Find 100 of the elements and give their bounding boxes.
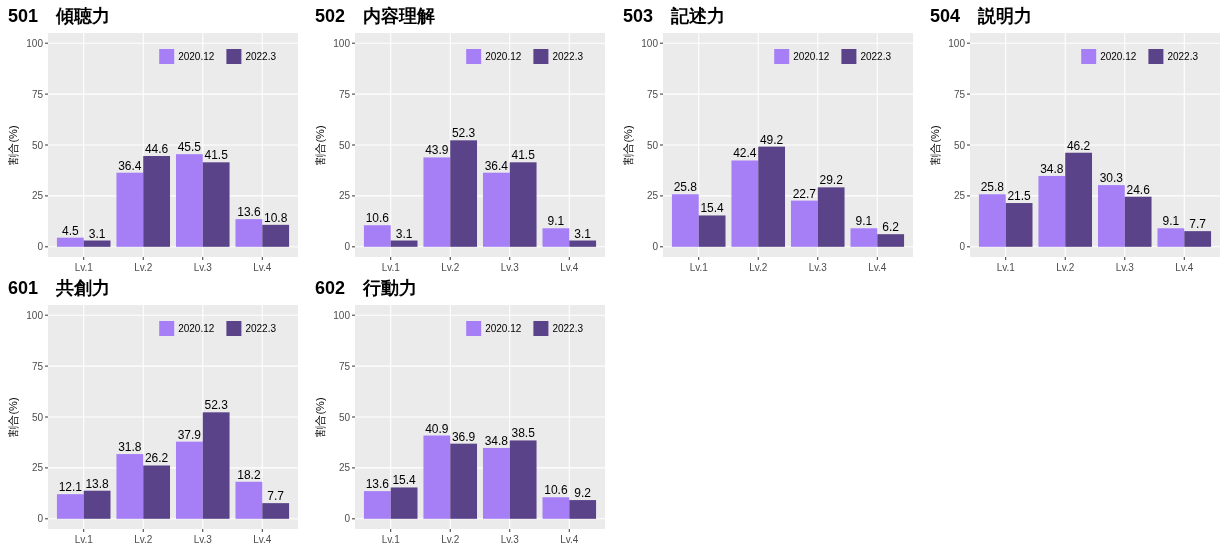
data-label: 10.8 [264, 210, 288, 225]
data-label: 21.5 [1007, 189, 1031, 204]
x-tick-label: Lv.4 [253, 534, 272, 545]
bar [364, 491, 391, 519]
y-axis-title: 割合(%) [621, 125, 634, 165]
x-tick-label: Lv.1 [381, 262, 401, 273]
data-label: 38.5 [511, 426, 536, 441]
legend-label: 2022.3 [245, 51, 277, 62]
bar [1124, 196, 1152, 247]
y-tick-label: 100 [26, 37, 44, 49]
y-tick-label: 0 [344, 241, 351, 253]
bar [483, 172, 511, 247]
bar [116, 454, 144, 519]
bar [83, 490, 111, 519]
y-tick-label: 50 [646, 139, 658, 151]
x-tick-label: Lv.3 [193, 262, 213, 273]
legend-label: 2022.3 [1167, 51, 1199, 62]
bar [671, 194, 699, 247]
bar [1097, 185, 1125, 247]
data-label: 34.8 [484, 433, 509, 448]
bar [850, 228, 877, 247]
bar [876, 234, 904, 247]
bar [364, 225, 391, 247]
data-label: 24.6 [1126, 182, 1150, 197]
y-tick-label: 25 [953, 190, 966, 202]
y-tick-label: 100 [948, 37, 966, 49]
data-label: 42.4 [732, 146, 757, 161]
data-label: 31.8 [118, 440, 142, 455]
data-label: 15.4 [699, 201, 724, 216]
data-label: 36.9 [452, 429, 476, 444]
y-tick-label: 0 [37, 241, 44, 253]
y-tick-label: 0 [959, 241, 966, 253]
chart-title: 602 行動力 [315, 278, 418, 298]
x-tick-label: Lv.3 [500, 534, 520, 545]
bar [423, 435, 451, 519]
bar [1157, 228, 1185, 247]
legend-label: 2020.12 [792, 51, 830, 62]
data-label: 25.8 [673, 180, 697, 195]
y-tick-label: 50 [339, 411, 351, 423]
bar [510, 440, 537, 519]
data-label: 3.1 [396, 226, 414, 241]
data-label: 46.2 [1066, 138, 1091, 153]
bar [235, 219, 263, 247]
data-label: 36.4 [484, 158, 509, 173]
bar [817, 187, 845, 247]
bar [202, 412, 230, 519]
data-label: 49.2 [759, 132, 784, 147]
x-tick-label: Lv.4 [1174, 262, 1194, 273]
legend-label: 2020.12 [178, 323, 215, 334]
bar [143, 156, 171, 247]
y-tick-label: 25 [339, 190, 351, 202]
y-axis-title: 割合(%) [7, 125, 19, 165]
data-label: 29.2 [818, 173, 843, 188]
bar [56, 237, 84, 247]
data-label: 4.5 [61, 223, 79, 238]
data-label: 44.6 [144, 142, 169, 156]
legend-label: 2020.12 [485, 323, 523, 334]
y-tick-label: 0 [37, 513, 44, 525]
legend-label: 2022.3 [552, 323, 584, 334]
bar [450, 443, 478, 519]
x-tick-label: Lv.4 [560, 262, 580, 273]
data-label: 15.4 [392, 473, 417, 488]
bar [1038, 175, 1065, 247]
x-tick-label: Lv.2 [441, 534, 460, 545]
data-label: 52.3 [204, 398, 229, 413]
bar [390, 240, 418, 247]
x-tick-label: Lv.1 [74, 262, 94, 273]
y-axis-title: 割合(%) [7, 397, 19, 437]
x-tick-label: Lv.1 [74, 534, 94, 545]
data-label: 18.2 [237, 467, 261, 482]
chart-title: 501 傾聴力 [8, 6, 111, 26]
bar [730, 160, 758, 247]
bar [262, 503, 290, 519]
x-tick-label: Lv.4 [560, 534, 580, 545]
y-tick-label: 75 [646, 88, 658, 100]
bar [202, 162, 230, 247]
data-label: 37.9 [177, 427, 202, 442]
data-label: 9.2 [574, 486, 592, 501]
data-label: 9.1 [1162, 214, 1180, 229]
data-label: 13.6 [365, 477, 390, 492]
x-tick-label: Lv.4 [253, 262, 272, 273]
bar [569, 500, 597, 519]
bar [569, 240, 597, 247]
x-tick-label: Lv.3 [500, 262, 520, 273]
bar [542, 228, 570, 247]
x-tick-label: Lv.2 [1055, 262, 1075, 273]
x-tick-label: Lv.1 [381, 534, 401, 545]
y-tick-label: 100 [640, 37, 658, 49]
x-tick-label: Lv.2 [134, 262, 153, 273]
bar [757, 146, 785, 247]
legend-label: 2022.3 [245, 323, 277, 334]
x-tick-label: Lv.2 [441, 262, 460, 273]
legend-label: 2020.12 [1099, 51, 1137, 62]
y-tick-label: 0 [651, 241, 658, 253]
y-tick-label: 50 [31, 139, 44, 151]
legend-label: 2020.12 [485, 51, 523, 62]
bar [175, 441, 203, 519]
data-label: 26.2 [144, 451, 169, 466]
data-label: 13.6 [237, 205, 261, 220]
data-label: 7.7 [267, 489, 285, 504]
